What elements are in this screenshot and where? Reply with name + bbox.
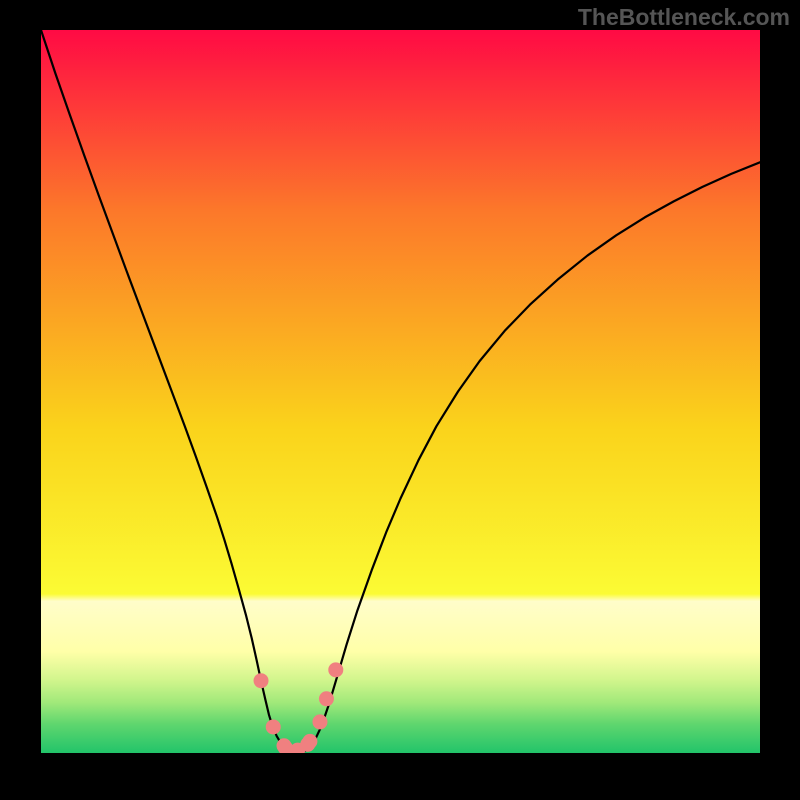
plot-area	[41, 30, 760, 753]
marker-dot	[312, 714, 327, 729]
marker-dot	[302, 734, 317, 749]
marker-dot	[266, 719, 281, 734]
bottleneck-curve	[41, 30, 760, 753]
watermark-text: TheBottleneck.com	[578, 4, 790, 31]
marker-dot	[254, 673, 269, 688]
chart-svg	[41, 30, 760, 753]
marker-dot	[328, 662, 343, 677]
marker-dot	[319, 691, 334, 706]
